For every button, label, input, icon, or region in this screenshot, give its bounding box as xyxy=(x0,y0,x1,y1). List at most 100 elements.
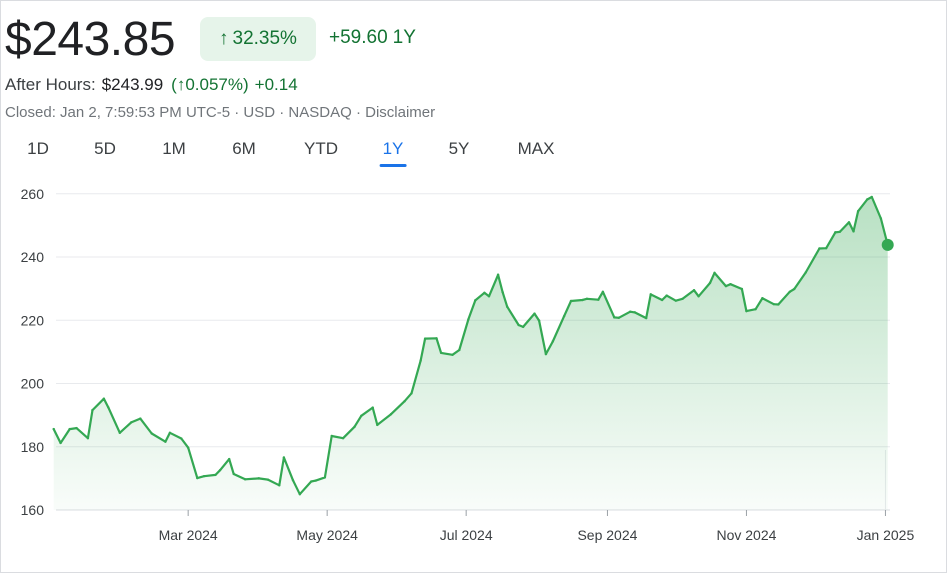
x-tick-label: May 2024 xyxy=(296,527,358,543)
data-point xyxy=(91,408,94,412)
data-point xyxy=(788,290,791,294)
data-point xyxy=(341,437,345,440)
data-point xyxy=(291,479,295,482)
change-percent-badge: ↑ 32.35% xyxy=(200,17,316,61)
data-point xyxy=(186,446,190,449)
data-point xyxy=(467,318,470,321)
change-percent-value: 32.35% xyxy=(232,28,297,49)
data-point xyxy=(257,477,261,480)
tab-1y[interactable]: 1Y xyxy=(379,139,407,167)
y-tick-label: 240 xyxy=(21,249,45,265)
after-hours-percent: (↑0.057%) xyxy=(171,75,249,94)
data-point xyxy=(754,308,757,311)
data-point xyxy=(107,406,110,409)
data-point xyxy=(360,414,363,417)
data-point xyxy=(435,337,438,340)
data-point xyxy=(537,319,541,322)
data-point xyxy=(310,480,313,483)
tab-max[interactable]: MAX xyxy=(517,139,555,158)
after-hours-row: After Hours: $243.99 (↑0.057%) +0.14 xyxy=(5,75,298,95)
data-point xyxy=(724,284,728,288)
data-point xyxy=(713,271,716,275)
data-point xyxy=(866,198,869,201)
y-axis: 160 180 200 220 240 260 xyxy=(21,186,45,518)
y-tick-label: 220 xyxy=(21,312,45,328)
data-point xyxy=(423,337,427,340)
x-tick-label: Nov 2024 xyxy=(716,527,776,543)
change-period: 1Y xyxy=(392,27,416,48)
data-point xyxy=(879,217,883,220)
data-point xyxy=(59,441,62,445)
data-point xyxy=(838,230,842,233)
data-point xyxy=(649,293,652,296)
tab-6m[interactable]: 6M xyxy=(232,139,256,158)
data-point xyxy=(139,417,142,420)
data-point xyxy=(403,400,406,403)
data-point xyxy=(856,210,860,213)
last-price-marker xyxy=(881,238,894,251)
data-point xyxy=(729,283,732,286)
data-point xyxy=(660,298,664,302)
data-point xyxy=(323,476,327,479)
data-point xyxy=(501,290,504,294)
data-point xyxy=(278,484,281,487)
x-tick-label: Sep 2024 xyxy=(577,527,637,543)
data-point xyxy=(451,353,454,356)
data-point xyxy=(180,437,183,440)
tab-1d[interactable]: 1D xyxy=(27,139,49,158)
data-point xyxy=(410,392,413,395)
data-point xyxy=(232,472,235,476)
data-point xyxy=(793,287,796,291)
data-point xyxy=(585,297,589,300)
data-point xyxy=(419,359,422,362)
data-point xyxy=(633,311,636,314)
x-tick-label: Jan 2025 xyxy=(857,527,915,543)
data-point xyxy=(196,476,199,480)
data-point xyxy=(202,474,206,478)
y-tick-label: 160 xyxy=(21,502,45,518)
data-point xyxy=(681,297,684,300)
data-point xyxy=(569,299,573,303)
data-point xyxy=(581,298,584,302)
data-point xyxy=(870,195,873,199)
current-price: $243.85 xyxy=(5,13,176,66)
data-point xyxy=(740,287,744,291)
tab-5y[interactable]: 5Y xyxy=(448,139,470,158)
tab-5d[interactable]: 5D xyxy=(94,139,116,158)
price-points xyxy=(52,195,889,496)
data-point xyxy=(761,296,764,300)
y-tick-label: 200 xyxy=(21,376,45,392)
x-tick-label: Jul 2024 xyxy=(440,527,493,543)
data-point xyxy=(458,348,461,352)
data-point xyxy=(834,231,837,234)
data-point xyxy=(214,473,217,477)
data-point xyxy=(150,432,153,435)
data-point xyxy=(243,478,247,481)
data-point xyxy=(298,492,302,496)
change-summary: +59.60 1Y xyxy=(329,27,416,49)
data-point xyxy=(613,316,616,319)
data-point xyxy=(804,271,807,274)
change-absolute: +59.60 xyxy=(329,27,388,48)
data-point xyxy=(102,397,106,400)
price-area xyxy=(53,197,888,510)
data-point xyxy=(496,273,500,276)
x-axis: Mar 2024 May 2024 Jul 2024 Sep 2024 Nov 2024… xyxy=(159,510,915,543)
data-point xyxy=(772,302,775,306)
data-point xyxy=(52,427,55,431)
y-tick-label: 260 xyxy=(21,186,45,202)
data-point xyxy=(818,247,821,250)
x-tick-label: Mar 2024 xyxy=(159,527,218,543)
data-point xyxy=(282,456,286,459)
tab-1m[interactable]: 1M xyxy=(162,139,186,158)
tab-ytd[interactable]: YTD xyxy=(304,139,338,158)
data-point xyxy=(218,468,222,472)
data-point xyxy=(168,431,172,435)
data-point xyxy=(68,427,71,431)
data-point xyxy=(371,406,374,409)
data-point xyxy=(852,230,855,233)
data-point xyxy=(551,340,554,343)
data-point xyxy=(562,314,566,318)
after-hours-price: $243.99 xyxy=(101,75,164,94)
